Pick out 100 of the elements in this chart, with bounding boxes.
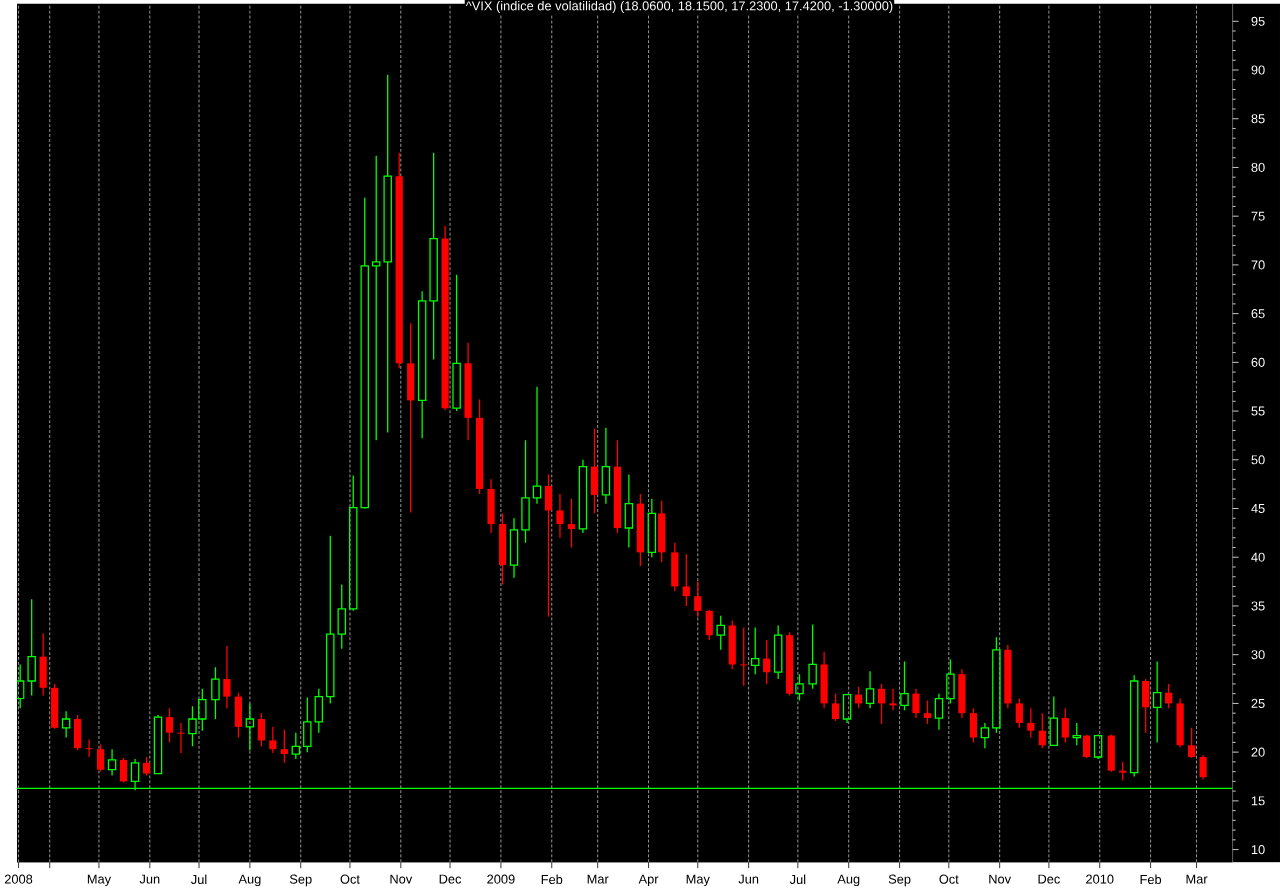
candlestick (326, 535, 335, 705)
chart-title: ^VIX (indice de volatilidad) (18.0600, 18.1500, 17.2300, 17.4200, -1.30000) (465, 1, 893, 13)
candlestick (119, 757, 128, 784)
candlestick (889, 688, 897, 711)
candlestick (1038, 712, 1046, 749)
candlestick (532, 386, 542, 505)
candlestick (1199, 754, 1207, 780)
candlestick (1188, 727, 1196, 759)
x-tick-label: Mar (1186, 874, 1208, 884)
candlestick (257, 712, 265, 747)
x-tick-label: Aug (837, 874, 860, 887)
candlestick (567, 498, 576, 549)
candlestick (831, 693, 840, 722)
y-tick-label: 90 (1251, 65, 1265, 75)
x-tick-label: Jul (191, 874, 207, 885)
candlestick (624, 473, 634, 549)
candlestick (61, 710, 71, 739)
candlestick (682, 553, 690, 607)
candlestick (429, 152, 438, 361)
x-tick-label: Jun (738, 874, 759, 884)
candlestick (923, 699, 932, 725)
candlestick (740, 626, 748, 687)
candlestick (808, 623, 817, 690)
candlestick (509, 517, 519, 579)
candlestick (694, 581, 702, 618)
y-tick-label: 70 (1251, 260, 1265, 270)
y-tick-label: 80 (1251, 162, 1265, 173)
candlestick (371, 155, 381, 442)
candlestick (96, 743, 105, 773)
x-tick-label: Oct (939, 874, 959, 884)
x-tick-label: May (87, 874, 112, 887)
candlestick (303, 696, 312, 753)
candlestick (556, 493, 564, 539)
y-tick-label: 35 (1251, 601, 1265, 611)
x-tick-label: Sep (289, 874, 312, 887)
candlestick (1049, 696, 1059, 747)
candlestick (291, 732, 301, 760)
x-tick-label: 2008 (4, 874, 33, 884)
candlestick (647, 498, 657, 558)
candlestick (107, 748, 117, 777)
candlestick (27, 598, 36, 697)
x-tick-label: Aug (238, 874, 261, 887)
candlestick (521, 439, 530, 544)
y-tick-label: 30 (1251, 650, 1265, 660)
y-tick-label: 20 (1251, 747, 1265, 757)
candlestick (980, 722, 990, 749)
x-tick-label: Sep (888, 874, 911, 887)
y-tick-label: 25 (1251, 698, 1265, 709)
candlestick (348, 474, 358, 612)
y-tick-label: 45 (1251, 504, 1265, 514)
candlestick (314, 688, 324, 734)
x-tick-label: Feb (1140, 874, 1162, 885)
candlestick (877, 683, 886, 725)
x-tick-label: Feb (541, 874, 563, 885)
x-tick-label: Jul (789, 874, 806, 885)
candlestick (763, 639, 771, 685)
candlestick (337, 583, 347, 650)
candlestick (750, 626, 760, 675)
x-tick-label: Nov (989, 874, 1012, 884)
candlestick (211, 666, 220, 720)
candlestick (85, 738, 93, 758)
x-tick-label: Dec (439, 874, 462, 884)
candlestick (223, 645, 231, 709)
candlestick (165, 707, 174, 744)
y-tick-label: 95 (1251, 16, 1265, 26)
candlestick (1072, 722, 1082, 747)
x-tick-label: Nov (390, 874, 413, 884)
x-tick-label: Dec (1038, 874, 1060, 884)
candlestick (1119, 761, 1127, 782)
x-tick-label: Jun (139, 874, 160, 884)
candlestick (383, 74, 392, 434)
candlestick (1165, 683, 1173, 709)
candlestick (1027, 707, 1035, 739)
candlestick (280, 729, 288, 764)
candlestick (269, 726, 277, 754)
x-tick-label: Apr (638, 874, 659, 887)
candlestick (865, 670, 875, 709)
x-tick-label: May (686, 874, 710, 887)
candlestick (578, 459, 588, 534)
candlestick (16, 663, 25, 709)
candlestick (177, 722, 185, 754)
x-tick-label: Mar (587, 874, 609, 884)
x-tick-label: 2009 (487, 874, 515, 884)
candlestick (842, 694, 852, 724)
candlestick (245, 702, 255, 751)
y-tick-label: 60 (1251, 357, 1265, 367)
candlestick (417, 290, 427, 440)
y-tick-label: 40 (1251, 552, 1265, 562)
candlestick (716, 615, 725, 651)
y-tick-label: 10 (1251, 845, 1265, 855)
y-tick-label: 75 (1251, 211, 1265, 221)
candlestick (1083, 734, 1091, 759)
candlestick (452, 274, 461, 412)
candlestick (900, 660, 909, 711)
y-tick-label: 50 (1251, 455, 1265, 465)
y-tick-label: 55 (1251, 406, 1265, 416)
candlestick (934, 693, 944, 731)
candlestick (360, 197, 369, 509)
candlestick (1015, 697, 1023, 729)
candlestick (1152, 660, 1162, 744)
